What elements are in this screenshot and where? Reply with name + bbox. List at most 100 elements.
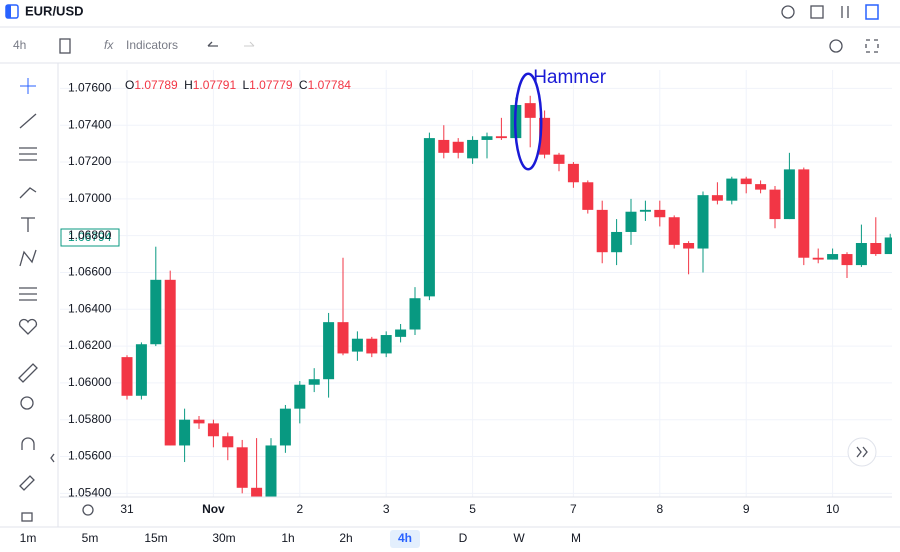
candle-body (135, 344, 147, 396)
crosshair-tool[interactable] (20, 78, 36, 94)
text-tool[interactable] (21, 217, 35, 232)
redo-icon[interactable] (244, 41, 255, 47)
candle-body (567, 163, 579, 183)
price-label: 1.06794 (68, 230, 112, 244)
scroll-button[interactable] (847, 437, 877, 467)
candle-body (380, 335, 392, 354)
candle-body (812, 257, 824, 260)
timeframe[interactable]: M (571, 531, 581, 545)
timeframe[interactable]: W (513, 531, 525, 545)
timeframe[interactable]: 5m (82, 531, 99, 545)
y-tick-label: 1.07400 (68, 117, 112, 131)
fib-tool[interactable] (19, 147, 37, 161)
candle-body (351, 338, 363, 352)
line-tool[interactable] (19, 113, 37, 129)
candle-body (668, 217, 680, 245)
sort-icon[interactable] (841, 6, 849, 18)
candle-body (409, 298, 421, 330)
timeframe[interactable]: D (459, 531, 468, 545)
x-tick-label: 3 (383, 502, 390, 516)
ruler-tool[interactable] (18, 363, 38, 383)
x-tick-label: 10 (826, 502, 840, 516)
candle-body (121, 357, 133, 396)
candle-body (438, 139, 450, 153)
legend-key: O (125, 78, 134, 92)
candle-body (639, 209, 651, 212)
timeframe[interactable]: 30m (212, 531, 235, 545)
fullscreen-icon[interactable] (865, 39, 879, 53)
candle-body (265, 445, 277, 497)
candle-body (654, 209, 666, 218)
candle-body (423, 138, 435, 297)
y-tick-label: 1.06000 (68, 375, 112, 389)
layout-icon[interactable] (810, 5, 824, 19)
favorites-tool[interactable] (18, 318, 38, 335)
header-bar (0, 0, 900, 24)
candle-body (798, 169, 810, 258)
timeframe-bar: 1m 5m 15m 30m 1h 2h 4h D W M (20, 530, 581, 548)
y-tick-label: 1.06400 (68, 301, 112, 315)
x-tick-label: 5 (469, 502, 476, 516)
forecast-tool[interactable] (19, 287, 37, 301)
timeframe[interactable]: 15m (144, 531, 167, 545)
candle-body (783, 169, 795, 220)
magnet-tool[interactable] (21, 437, 35, 450)
settings-icon[interactable] (829, 39, 843, 53)
undo-icon[interactable] (207, 41, 218, 47)
x-tick-label: 31 (120, 502, 134, 516)
candle-body (294, 384, 306, 409)
candle-body (279, 408, 291, 446)
candle-body (452, 141, 464, 153)
axis-settings-icon[interactable] (82, 504, 94, 516)
lock-draw-tool[interactable] (19, 475, 35, 491)
brush-tool[interactable] (19, 187, 37, 199)
annotation-ellipse (513, 72, 543, 171)
candle-body (222, 436, 234, 448)
y-tick-label: 1.05600 (68, 449, 112, 463)
interval[interactable]: 4h (13, 38, 26, 52)
candle-body (193, 419, 205, 424)
scroll-icon (856, 446, 868, 458)
ohlc-legend: O1.07789 H1.07791 L1.07779 C1.07784 (125, 78, 351, 92)
candle-body (323, 322, 335, 380)
candle-body (179, 419, 191, 446)
panel-icon[interactable] (865, 4, 879, 20)
timeframe[interactable]: 1m (20, 531, 37, 545)
y-tick-label: 1.06200 (68, 338, 112, 352)
candle-body (726, 178, 738, 201)
candle-body (150, 279, 162, 345)
price-label-box (60, 228, 120, 247)
candle-body (308, 379, 320, 385)
candle-body (366, 338, 378, 354)
timeframe[interactable]: 1h (281, 531, 294, 545)
candle-icon[interactable] (59, 38, 71, 54)
legend-value: 1.07779 (249, 78, 293, 92)
x-tick-label: 9 (743, 502, 750, 516)
candle-body (582, 182, 594, 210)
candle-body (251, 487, 263, 497)
plot (60, 70, 892, 497)
legend-value: 1.07791 (193, 78, 237, 92)
y-tick-label: 1.05800 (68, 412, 112, 426)
candle-body (236, 447, 248, 488)
candle-body (827, 254, 839, 260)
collapse-icon[interactable] (50, 453, 55, 463)
refresh-icon[interactable] (781, 5, 795, 19)
symbol[interactable]: EUR/USD (25, 3, 84, 18)
pattern-tool[interactable] (19, 249, 37, 267)
lock-tool[interactable] (21, 512, 33, 522)
timeframe[interactable]: 4h (398, 531, 412, 545)
annotation-label: Hammer (533, 67, 607, 88)
indicators[interactable]: Indicators (126, 38, 178, 52)
x-tick-label: Nov (202, 502, 225, 516)
y-tick-label: 1.06600 (68, 265, 112, 279)
logo-fill (6, 5, 11, 18)
candle-body (553, 154, 565, 164)
x-tick-label: 2 (296, 502, 303, 516)
zoom-tool[interactable] (20, 396, 34, 410)
timeframe[interactable]: 2h (339, 531, 352, 545)
fx-icon: fx (104, 38, 114, 52)
legend-key: C (299, 78, 308, 92)
legend-key: H (184, 78, 193, 92)
